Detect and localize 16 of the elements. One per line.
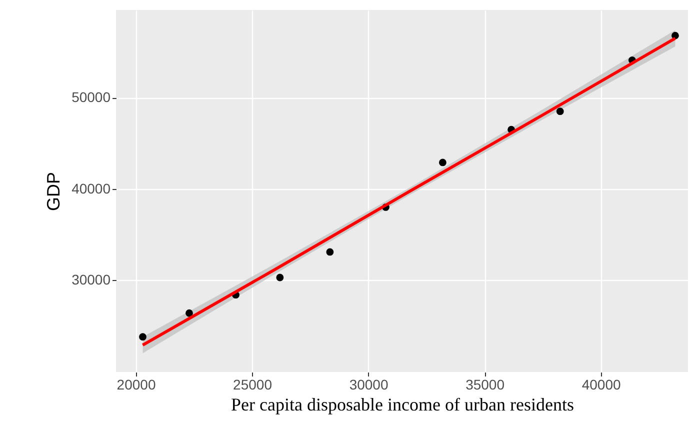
x-tick-label: 25000 <box>233 376 272 392</box>
y-tick-label: 50000 <box>72 89 111 106</box>
point <box>438 158 446 166</box>
x-tick-label: 20000 <box>116 376 156 392</box>
point <box>276 274 284 282</box>
x-axis-title: Per capita disposable income of urban residents <box>231 394 574 414</box>
x-tick-label: 35000 <box>466 376 505 392</box>
x-tick-label: 30000 <box>349 376 388 392</box>
y-tick-label: 40000 <box>72 180 111 196</box>
point <box>326 248 334 256</box>
point <box>556 108 564 116</box>
x-tick-label: 40000 <box>582 376 621 392</box>
y-tick-label: 30000 <box>72 272 111 288</box>
y-axis-title: GDP <box>44 172 64 212</box>
point <box>139 333 146 341</box>
point <box>186 309 193 317</box>
